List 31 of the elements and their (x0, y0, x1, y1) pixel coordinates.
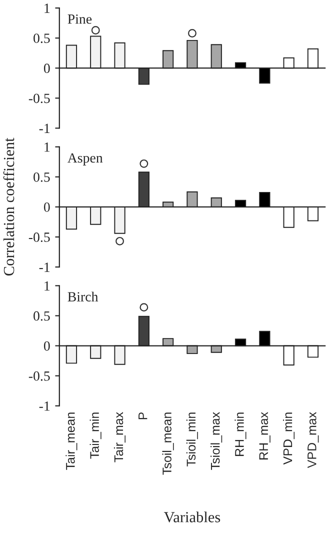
y-tick-label: -0.5 (28, 94, 50, 104)
y-axis-title: Correlation coefficient (3, 138, 14, 276)
y-tick-label: 1 (44, 281, 50, 291)
y-tick-label: -1 (39, 124, 50, 133)
y-tick-label: -1 (39, 262, 50, 272)
y-tick-label: -1 (39, 401, 50, 411)
y-tick-label: 1 (44, 142, 50, 152)
y-tick-label: 0 (44, 64, 50, 74)
chart-title: Aspen (68, 153, 103, 166)
x-tick-label: Tair_max (114, 412, 126, 462)
x-tick-label: Tsoil_mean (162, 412, 174, 475)
x-axis-title: Variables (164, 512, 220, 522)
y-tick-label: 0 (44, 202, 50, 212)
y-tick-label: -0.5 (28, 232, 50, 242)
y-tick-label: 1 (44, 4, 50, 13)
y-tick-label: 0.5 (34, 311, 50, 321)
chart-title: Birch (68, 292, 98, 302)
x-tick-label: VPD_max (308, 412, 319, 468)
y-tick-label: 0.5 (34, 172, 50, 182)
x-tick-label: RH_max (259, 412, 270, 460)
y-tick-label: 0.5 (34, 34, 50, 44)
x-tick-label: VPD_min (283, 412, 295, 465)
x-tick-label: RH_min (234, 412, 246, 456)
y-tick-label: 0 (44, 341, 50, 351)
x-tick-label: Tsioil_min (186, 412, 198, 466)
x-tick-label: P (138, 412, 148, 420)
x-tick-label: Tsioil_max (210, 412, 222, 470)
x-tick-label: Tair_mean (66, 412, 78, 470)
chart-title: Pine (68, 14, 92, 24)
x-tick-label: Tair_min (90, 412, 102, 459)
y-tick-label: -0.5 (28, 371, 50, 381)
